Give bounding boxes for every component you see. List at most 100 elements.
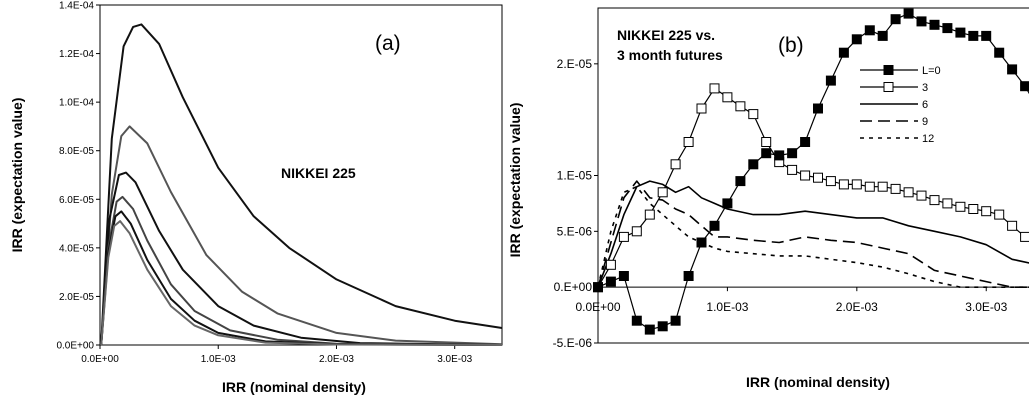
- chart-b-series-l-0-marker: [619, 272, 628, 281]
- chart-b-series-l-0-marker: [826, 76, 835, 85]
- chart-b-series-l-0-marker: [710, 221, 719, 230]
- chart-b-y-tick-label: 2.E-05: [557, 57, 593, 71]
- chart-b-series-3-marker: [930, 196, 939, 205]
- chart-b-series-l-0-marker: [749, 160, 758, 169]
- chart-b-x-tick-label: 1.0E-03: [706, 300, 748, 314]
- chart-a-y-tick-label: 4.0E-05: [59, 243, 94, 254]
- chart-a-x-tick-label: 3.0E-03: [437, 354, 472, 365]
- chart-b-series-l-0-marker: [697, 238, 706, 247]
- chart-b-legend: L=0 3 6 9 12: [860, 65, 941, 145]
- chart-a-y-tick-label: 0.0E+00: [56, 341, 94, 352]
- chart-b-series-l-0-marker: [606, 277, 615, 286]
- chart-a-y-tick-label: 2.0E-05: [59, 292, 94, 303]
- chart-b-y-tick-label: 0.E+00: [554, 280, 593, 294]
- chart-b-series-3-marker: [1021, 232, 1029, 241]
- chart-b-series-12-line: [598, 187, 1029, 288]
- chart-b-x-axis: 0.0E+00 1.0E-03 2.0E-03 3.0E-03: [575, 287, 1029, 314]
- chart-a-x-tick-label: 2.0E-03: [319, 354, 354, 365]
- chart-b-series-l-0-marker: [762, 149, 771, 158]
- chart-b-series-3-marker: [995, 210, 1004, 219]
- chart-b-series-3-marker: [865, 182, 874, 191]
- chart-b-series-3-marker: [852, 180, 861, 189]
- chart-b-series-3-marker: [710, 84, 719, 93]
- chart-b-series-l-0-marker: [982, 31, 991, 40]
- chart-b-series-3-marker: [697, 104, 706, 113]
- chart-b-legend-12-label: 12: [922, 133, 934, 145]
- chart-b-series-3-marker: [943, 199, 952, 208]
- chart-b-series-3-marker: [826, 177, 835, 186]
- chart-a-y-label: IRR (expectation value): [9, 98, 25, 253]
- chart-b-series-l-0-marker: [878, 31, 887, 40]
- chart-b-series-l-0-marker: [917, 17, 926, 26]
- chart-b-series-l-0-marker: [891, 15, 900, 24]
- chart-b-series-l-0-marker: [865, 26, 874, 35]
- chart-b-series-l-0-marker: [775, 151, 784, 160]
- chart-b-series-3-marker: [762, 138, 771, 147]
- chart-b-series-l-0-marker: [930, 20, 939, 29]
- chart-b-series-3-marker: [723, 93, 732, 102]
- chart-b-annotation-line-1: NIKKEI 225 vs.: [617, 27, 715, 43]
- chart-b-series-l-0-marker: [956, 28, 965, 37]
- chart-b-series-l-0-marker: [969, 31, 978, 40]
- chart-b-panel-label: (b): [778, 34, 804, 57]
- chart-b-series-l-0-marker: [839, 48, 848, 57]
- chart-b-x-tick-label: 2.0E-03: [836, 300, 878, 314]
- chart-b-series-3-marker: [839, 180, 848, 189]
- chart-a-panel-label: (a): [375, 32, 401, 55]
- chart-a-x-label: IRR (nominal density): [222, 379, 366, 395]
- chart-b-series-l-0-marker: [736, 177, 745, 186]
- chart-b-legend-9-label: 9: [922, 116, 928, 128]
- chart-b-series-3-marker: [749, 110, 758, 119]
- chart-b-series-3-marker: [814, 173, 823, 182]
- chart-b-series-l-0-marker: [943, 24, 952, 33]
- chart-b-annotation-line-2: 3 month futures: [617, 47, 723, 63]
- chart-b-y-tick-label: 1.E-05: [557, 169, 593, 183]
- chart-b-legend-l-0-swatch-marker: [884, 66, 893, 75]
- chart-a-series-5-line: [101, 211, 502, 345]
- chart-a-annotation: NIKKEI 225: [281, 165, 356, 181]
- chart-a-y-axis: 0.0E+002.0E-054.0E-056.0E-058.0E-051.0E-…: [56, 1, 100, 352]
- chart-b-x-label: IRR (nominal density): [746, 374, 890, 390]
- chart-a-y-tick-label: 1.0E-04: [59, 98, 94, 109]
- chart-b-series-l-0-marker: [684, 272, 693, 281]
- chart-b-legend-6-label: 6: [922, 99, 928, 111]
- chart-b-series-3-marker: [878, 182, 887, 191]
- chart-b-series-l-0-marker: [594, 283, 603, 292]
- chart-b-series-l-0-marker: [814, 104, 823, 113]
- chart-b-series-l-0-marker: [632, 316, 641, 325]
- chart-b-y-label: IRR (expectation value): [507, 103, 523, 258]
- chart-b-series-l-0-marker: [904, 9, 913, 18]
- chart-a-y-tick-label: 8.0E-05: [59, 146, 94, 157]
- chart-b-series-l-0-marker: [1021, 82, 1029, 91]
- chart-a: 0.0E+002.0E-054.0E-056.0E-058.0E-051.0E-…: [9, 1, 502, 396]
- chart-b-series-3-marker: [956, 202, 965, 211]
- chart-b-series-l-0-marker: [671, 316, 680, 325]
- chart-b-legend-l-0-label: L=0: [922, 65, 941, 77]
- chart-b-series-3-marker: [658, 188, 667, 197]
- chart-b-y-tick-label: -5.E-06: [553, 336, 593, 350]
- chart-b-series-3-marker: [671, 160, 680, 169]
- chart-b-legend-3-label: 3: [922, 82, 928, 94]
- chart-b-series-l-0-marker: [723, 199, 732, 208]
- chart-a-y-tick-label: 1.4E-04: [59, 1, 94, 12]
- chart-b-series-3-marker: [917, 191, 926, 200]
- chart-b-series-3-marker: [1008, 221, 1017, 230]
- chart-b-series-l-0-marker: [801, 138, 810, 147]
- chart-b-series-l-0-marker: [852, 35, 861, 44]
- chart-b-series-3-marker: [684, 138, 693, 147]
- chart-b-x-tick-label: 0.0E+00: [575, 300, 620, 314]
- chart-b-series-3-marker: [969, 205, 978, 214]
- chart-b-series-l-0-marker: [1008, 65, 1017, 74]
- chart-b-x-tick-label: 3.0E-03: [965, 300, 1007, 314]
- chart-b-series-3-marker: [904, 188, 913, 197]
- chart-a-series-1-line: [101, 24, 502, 345]
- chart-b-legend-3-swatch-marker: [884, 83, 893, 92]
- chart-b-series-3-marker: [891, 184, 900, 193]
- chart-b-series-3-marker: [736, 102, 745, 111]
- chart-b-series-3-marker: [801, 171, 810, 180]
- chart-a-y-tick-label: 1.2E-04: [59, 49, 94, 60]
- chart-b-series-l-0-marker: [645, 325, 654, 334]
